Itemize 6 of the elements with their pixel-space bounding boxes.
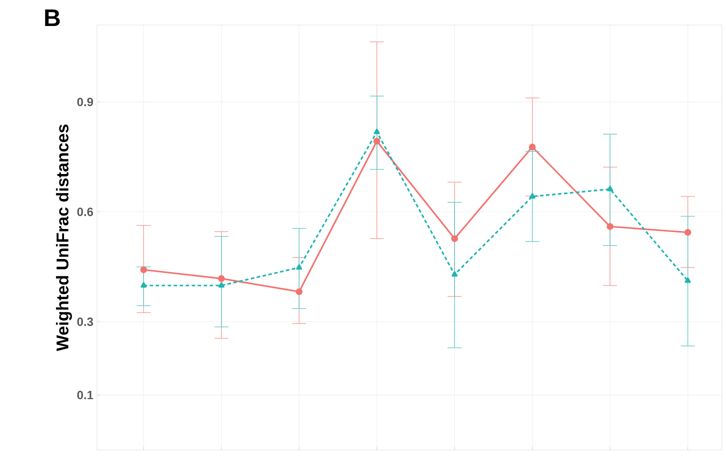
chart-title: B xyxy=(45,10,60,26)
y-axis-title: Weighted UniFrac distances xyxy=(56,124,72,352)
y-tick-label: 0.9 xyxy=(77,98,94,106)
y-tick-label: 0.6 xyxy=(77,208,94,216)
y-tick-label: 0.3 xyxy=(77,318,94,326)
y-tick-label: 0.1 xyxy=(77,390,94,400)
